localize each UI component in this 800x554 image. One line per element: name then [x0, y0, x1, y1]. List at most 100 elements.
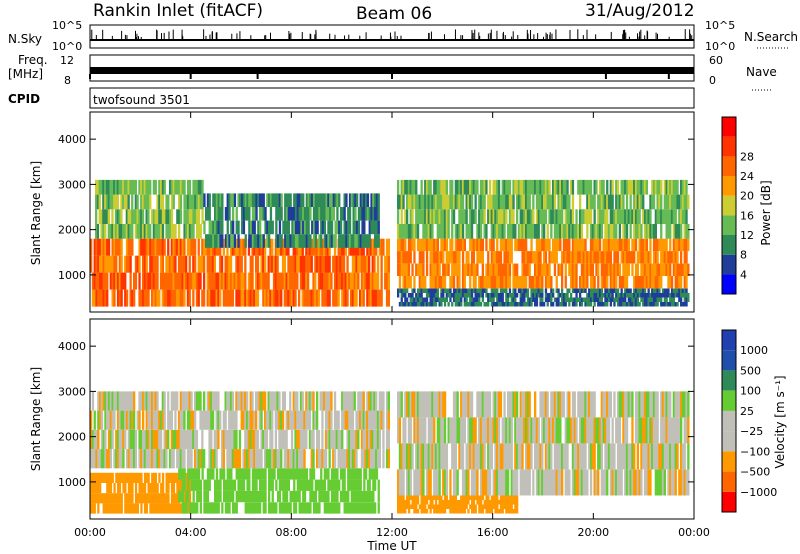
heatmap-cell	[476, 224, 479, 239]
heatmap-cell	[615, 276, 618, 289]
heatmap-cell	[363, 479, 366, 491]
heatmap-cell	[296, 193, 299, 207]
heatmap-cell	[440, 509, 443, 514]
heatmap-cell	[483, 209, 486, 224]
heatmap-cell	[418, 469, 421, 496]
heatmap-cell	[465, 194, 468, 210]
heatmap-cell	[278, 468, 282, 480]
heatmap-cell	[138, 272, 141, 290]
heatmap-cell	[366, 449, 369, 469]
heatmap-cell	[113, 238, 116, 256]
heatmap-cell	[463, 391, 466, 418]
heatmap-cell	[530, 417, 533, 444]
heatmap-cell	[178, 490, 181, 503]
heatmap-cell	[497, 293, 501, 298]
heatmap-cell	[580, 179, 584, 195]
heatmap-cell	[283, 255, 286, 273]
heatmap-cell	[451, 263, 454, 276]
heatmap-cell	[678, 417, 681, 444]
heatmap-cell	[470, 251, 474, 264]
heatmap-cell	[95, 483, 98, 494]
heatmap-cell	[537, 209, 540, 224]
heatmap-cell	[544, 469, 548, 496]
heatmap-cell	[285, 468, 289, 480]
heatmap-cell	[365, 490, 368, 503]
heatmap-cell	[342, 255, 346, 273]
heatmap-cell	[232, 479, 235, 491]
heatmap-cell	[109, 194, 112, 210]
heatmap-cell	[589, 224, 593, 239]
heatmap-cell	[600, 179, 603, 195]
heatmap-cell	[151, 429, 154, 450]
heatmap-cell	[294, 255, 297, 273]
heatmap-cell	[577, 443, 580, 470]
heatmap-cell	[260, 193, 264, 207]
heatmap-cell	[275, 207, 278, 221]
heatmap-cell	[501, 288, 504, 293]
colorbar-swatch	[722, 451, 736, 472]
heatmap-cell	[179, 391, 182, 411]
heatmap-cell	[611, 293, 614, 298]
heatmap-cell	[589, 417, 593, 444]
heatmap-cell	[179, 429, 182, 450]
heatmap-cell	[685, 194, 688, 210]
heatmap-cell	[179, 289, 182, 307]
heatmap-cell	[420, 194, 423, 210]
heatmap-cell	[346, 449, 349, 469]
heatmap-cell	[618, 238, 621, 252]
heatmap-cell	[235, 410, 238, 430]
heatmap-cell	[656, 302, 659, 307]
heatmap-cell	[492, 224, 495, 239]
heatmap-cell	[132, 179, 136, 195]
heatmap-cell	[609, 209, 612, 224]
heatmap-cell	[517, 179, 521, 195]
heatmap-cell	[618, 209, 621, 224]
heatmap-cell	[469, 391, 472, 418]
heatmap-cell	[352, 490, 355, 503]
heatmap-cell	[465, 391, 468, 418]
heatmap-cell	[544, 251, 548, 264]
heatmap-cell	[427, 288, 430, 293]
heatmap-cell	[458, 263, 461, 276]
heatmap-cell	[219, 234, 222, 248]
heatmap-cell	[206, 490, 210, 503]
heatmap-cell	[352, 234, 355, 248]
heatmap-cell	[305, 479, 308, 491]
heatmap-cell	[566, 443, 569, 470]
heatmap-cell	[532, 288, 535, 293]
heatmap-cell	[530, 224, 533, 239]
heatmap-cell	[629, 302, 632, 307]
heatmap-cell	[235, 220, 238, 235]
heatmap-cell	[361, 234, 364, 248]
heatmap-cell	[537, 179, 540, 195]
heatmap-cell	[642, 209, 645, 224]
heatmap-cell	[571, 224, 575, 239]
heatmap-cell	[618, 263, 621, 276]
heatmap-cell	[523, 391, 526, 418]
heatmap-cell	[643, 238, 647, 252]
heatmap-cell	[380, 410, 383, 430]
heatmap-cell	[425, 251, 429, 264]
heatmap-cell	[476, 391, 479, 418]
heatmap-cell	[494, 263, 497, 276]
heatmap-cell	[348, 234, 352, 248]
heatmap-cell	[154, 483, 157, 494]
heatmap-cell	[97, 238, 100, 256]
heatmap-cell	[293, 502, 296, 514]
heatmap-cell	[681, 293, 685, 298]
heatmap-cell	[290, 449, 294, 469]
heatmap-cell	[359, 410, 362, 430]
heatmap-cell	[573, 288, 576, 293]
heatmap-cell	[685, 263, 688, 276]
heatmap-cell	[620, 391, 623, 418]
heatmap-cell	[368, 272, 371, 290]
heatmap-cell	[521, 417, 524, 444]
heatmap-cell	[353, 272, 356, 290]
heatmap-cell	[404, 504, 407, 509]
heatmap-cell	[436, 469, 439, 496]
heatmap-cell	[398, 224, 402, 239]
heatmap-cell	[535, 443, 539, 470]
heatmap-cell	[503, 391, 506, 418]
heatmap-cell	[463, 297, 466, 302]
heatmap-cell	[445, 251, 448, 264]
